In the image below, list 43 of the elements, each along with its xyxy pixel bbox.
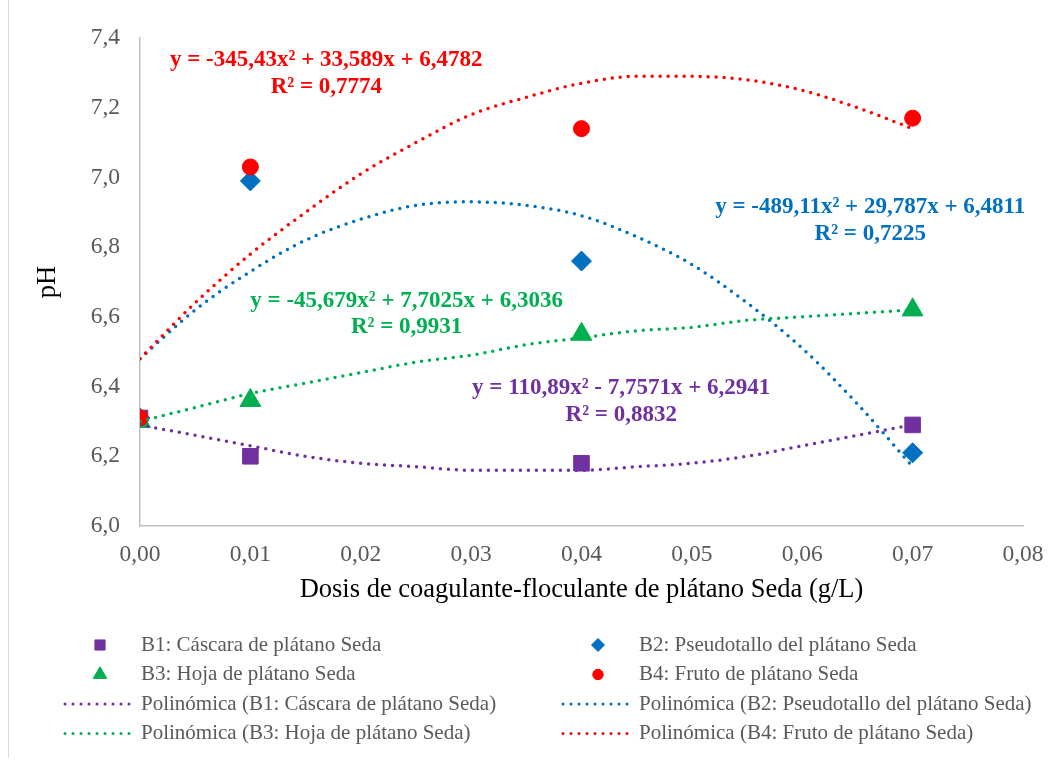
point [902, 442, 924, 464]
annotation: R² = 0,7774 [270, 72, 383, 98]
point [573, 120, 590, 138]
x-tick-label: 0,00 [119, 540, 161, 567]
legend-label: B3: Hoja de plátano Seda [141, 661, 357, 686]
legend-label: Polinómica (B3: Hoja de plátano Seda) [141, 720, 471, 745]
point [573, 454, 590, 472]
y-tick-label: 6,0 [90, 511, 120, 538]
y-tick-label: 6,2 [90, 441, 120, 468]
x-tick-label: 0,07 [892, 540, 934, 567]
x-tick-label: 0,08 [1002, 540, 1044, 567]
legend-label: Polinómica (B1: Cáscara de plátano Seda) [141, 690, 497, 715]
point [904, 109, 922, 127]
legend-label: Polinómica (B2: Pseudotallo del plátano Seda) [639, 690, 1032, 715]
y-tick-label: 6,4 [90, 371, 121, 398]
x-axis-title: Dosis de coagulante-floculante de plátano Seda (g/L) [299, 573, 864, 604]
y-tick-label: 7,4 [90, 23, 121, 50]
y-tick-label: 7,2 [90, 92, 120, 119]
point [241, 158, 259, 176]
x-tick-label: 0,02 [340, 540, 382, 567]
legend-label: B4: Fruto de plátano Seda [639, 661, 859, 686]
y-tick-label: 6,6 [90, 302, 121, 329]
legend-label: B1: Cáscara de plátano Seda [141, 631, 382, 656]
annotation: y = -345,43x² + 33,589x + 6,4782 [170, 46, 483, 72]
annotation: R² = 0,9931 [350, 312, 463, 338]
legend-label: B2: Pseudotallo del plátano Seda [639, 631, 918, 656]
annotation: R² = 0,7225 [814, 220, 926, 246]
y-axis-title: pH [30, 265, 61, 299]
annotation: y = -45,679x² + 7,7025x + 6,3036 [250, 286, 563, 312]
legend-label: Polinómica (B4: Fruto de plátano Seda) [639, 720, 974, 745]
y-tick-label: 6,8 [90, 232, 120, 259]
x-tick-label: 0,04 [560, 540, 603, 567]
x-tick-label: 0,03 [450, 540, 492, 567]
point [571, 250, 592, 272]
y-tick-label: 7,0 [90, 162, 120, 189]
point [904, 416, 921, 434]
annotation: y = 110,89x² - 7,7571x + 6,2941 [472, 373, 771, 399]
annotation: y = -489,11x² + 29,787x + 6,4811 [715, 192, 1026, 218]
x-tick-label: 0,06 [781, 540, 824, 567]
point [242, 448, 259, 465]
annotation: R² = 0,8832 [565, 401, 677, 427]
x-tick-label: 0,05 [671, 540, 713, 567]
x-tick-label: 0,01 [229, 540, 271, 567]
